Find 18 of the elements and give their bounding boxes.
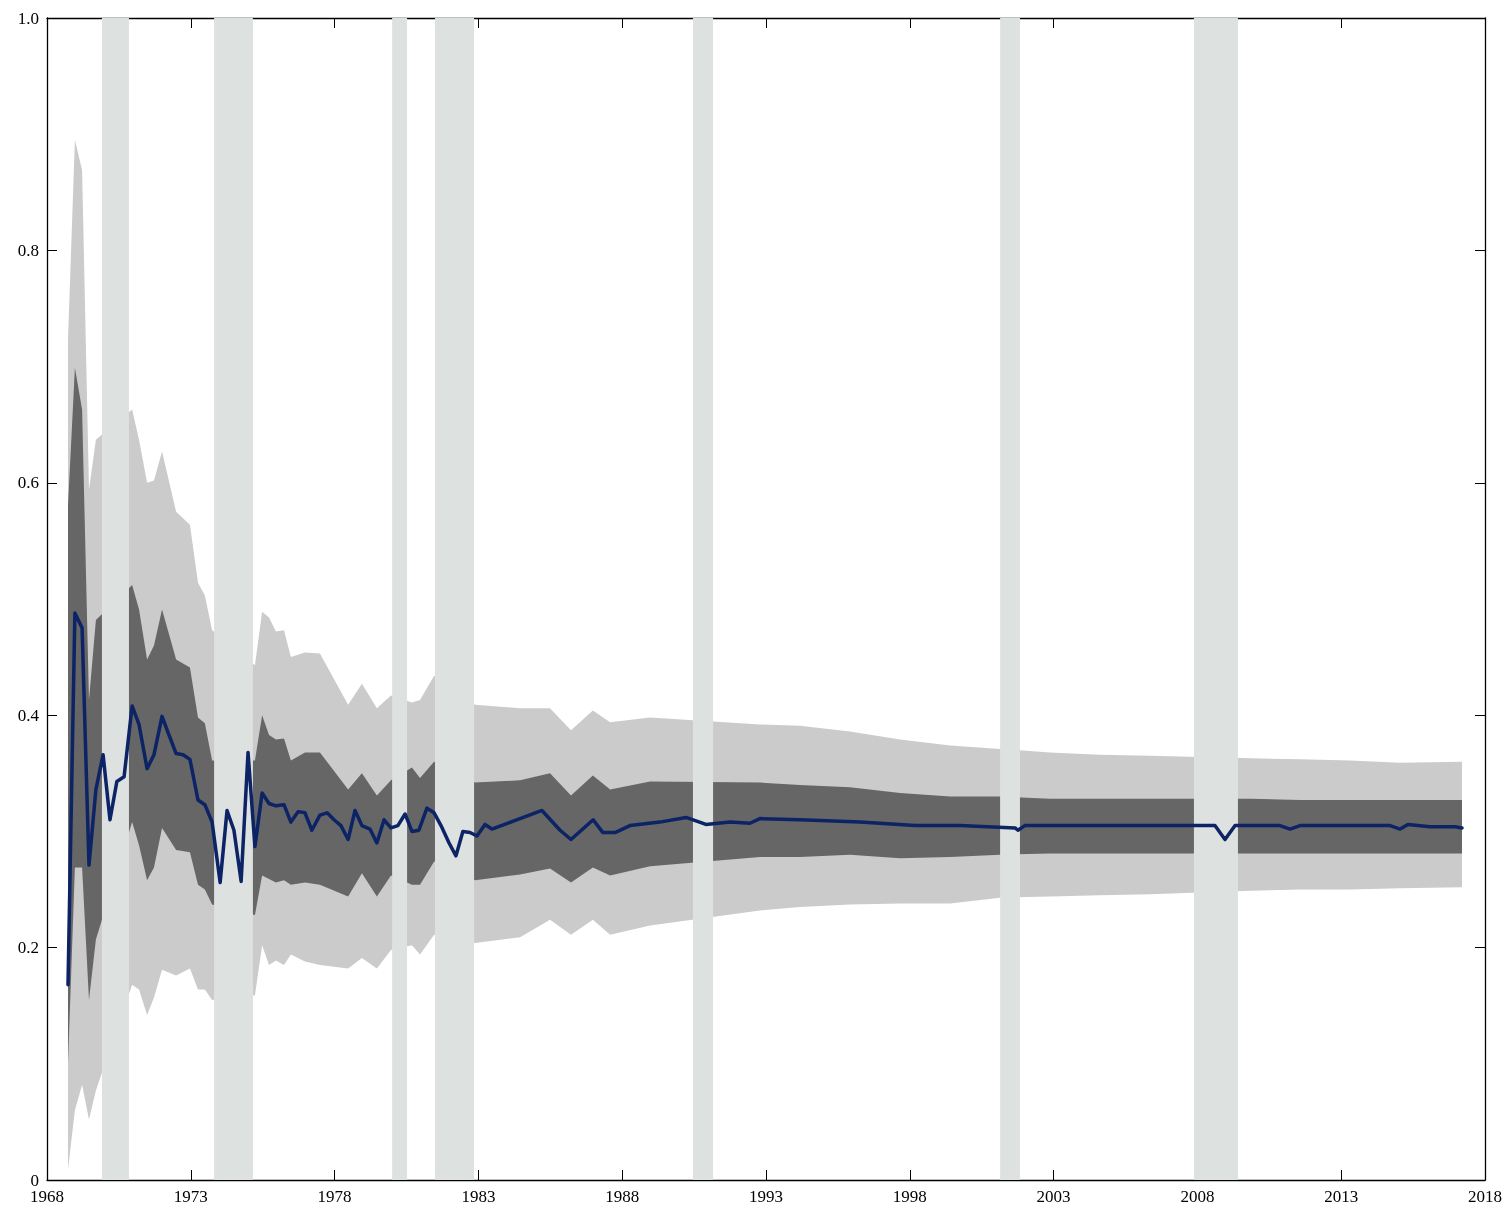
x-tick-label: 1988: [605, 1187, 640, 1206]
x-tick-label: 2003: [1036, 1187, 1071, 1206]
y-tick-label: 0.6: [17, 473, 39, 493]
y-tick-label: 0.4: [17, 705, 40, 725]
x-tick-label: 1968: [30, 1187, 64, 1206]
x-tick-label: 1998: [892, 1187, 927, 1206]
x-tick-label: 1978: [317, 1187, 352, 1206]
y-tick-label: 0: [30, 1170, 39, 1190]
x-tick-label: 2013: [1324, 1187, 1359, 1206]
x-tick-label: 1993: [749, 1187, 783, 1206]
x-tick-label: 2018: [1468, 1187, 1502, 1206]
x-tick-label: 2008: [1180, 1187, 1215, 1206]
x-tick-label: 1983: [461, 1187, 496, 1206]
y-tick-label: 1.0: [17, 8, 39, 28]
y-tick-label: 0.8: [17, 240, 39, 260]
y-tick-label: 0.2: [17, 938, 39, 958]
x-tick-label: 1973: [173, 1187, 208, 1206]
line-series: [66, 611, 1464, 987]
